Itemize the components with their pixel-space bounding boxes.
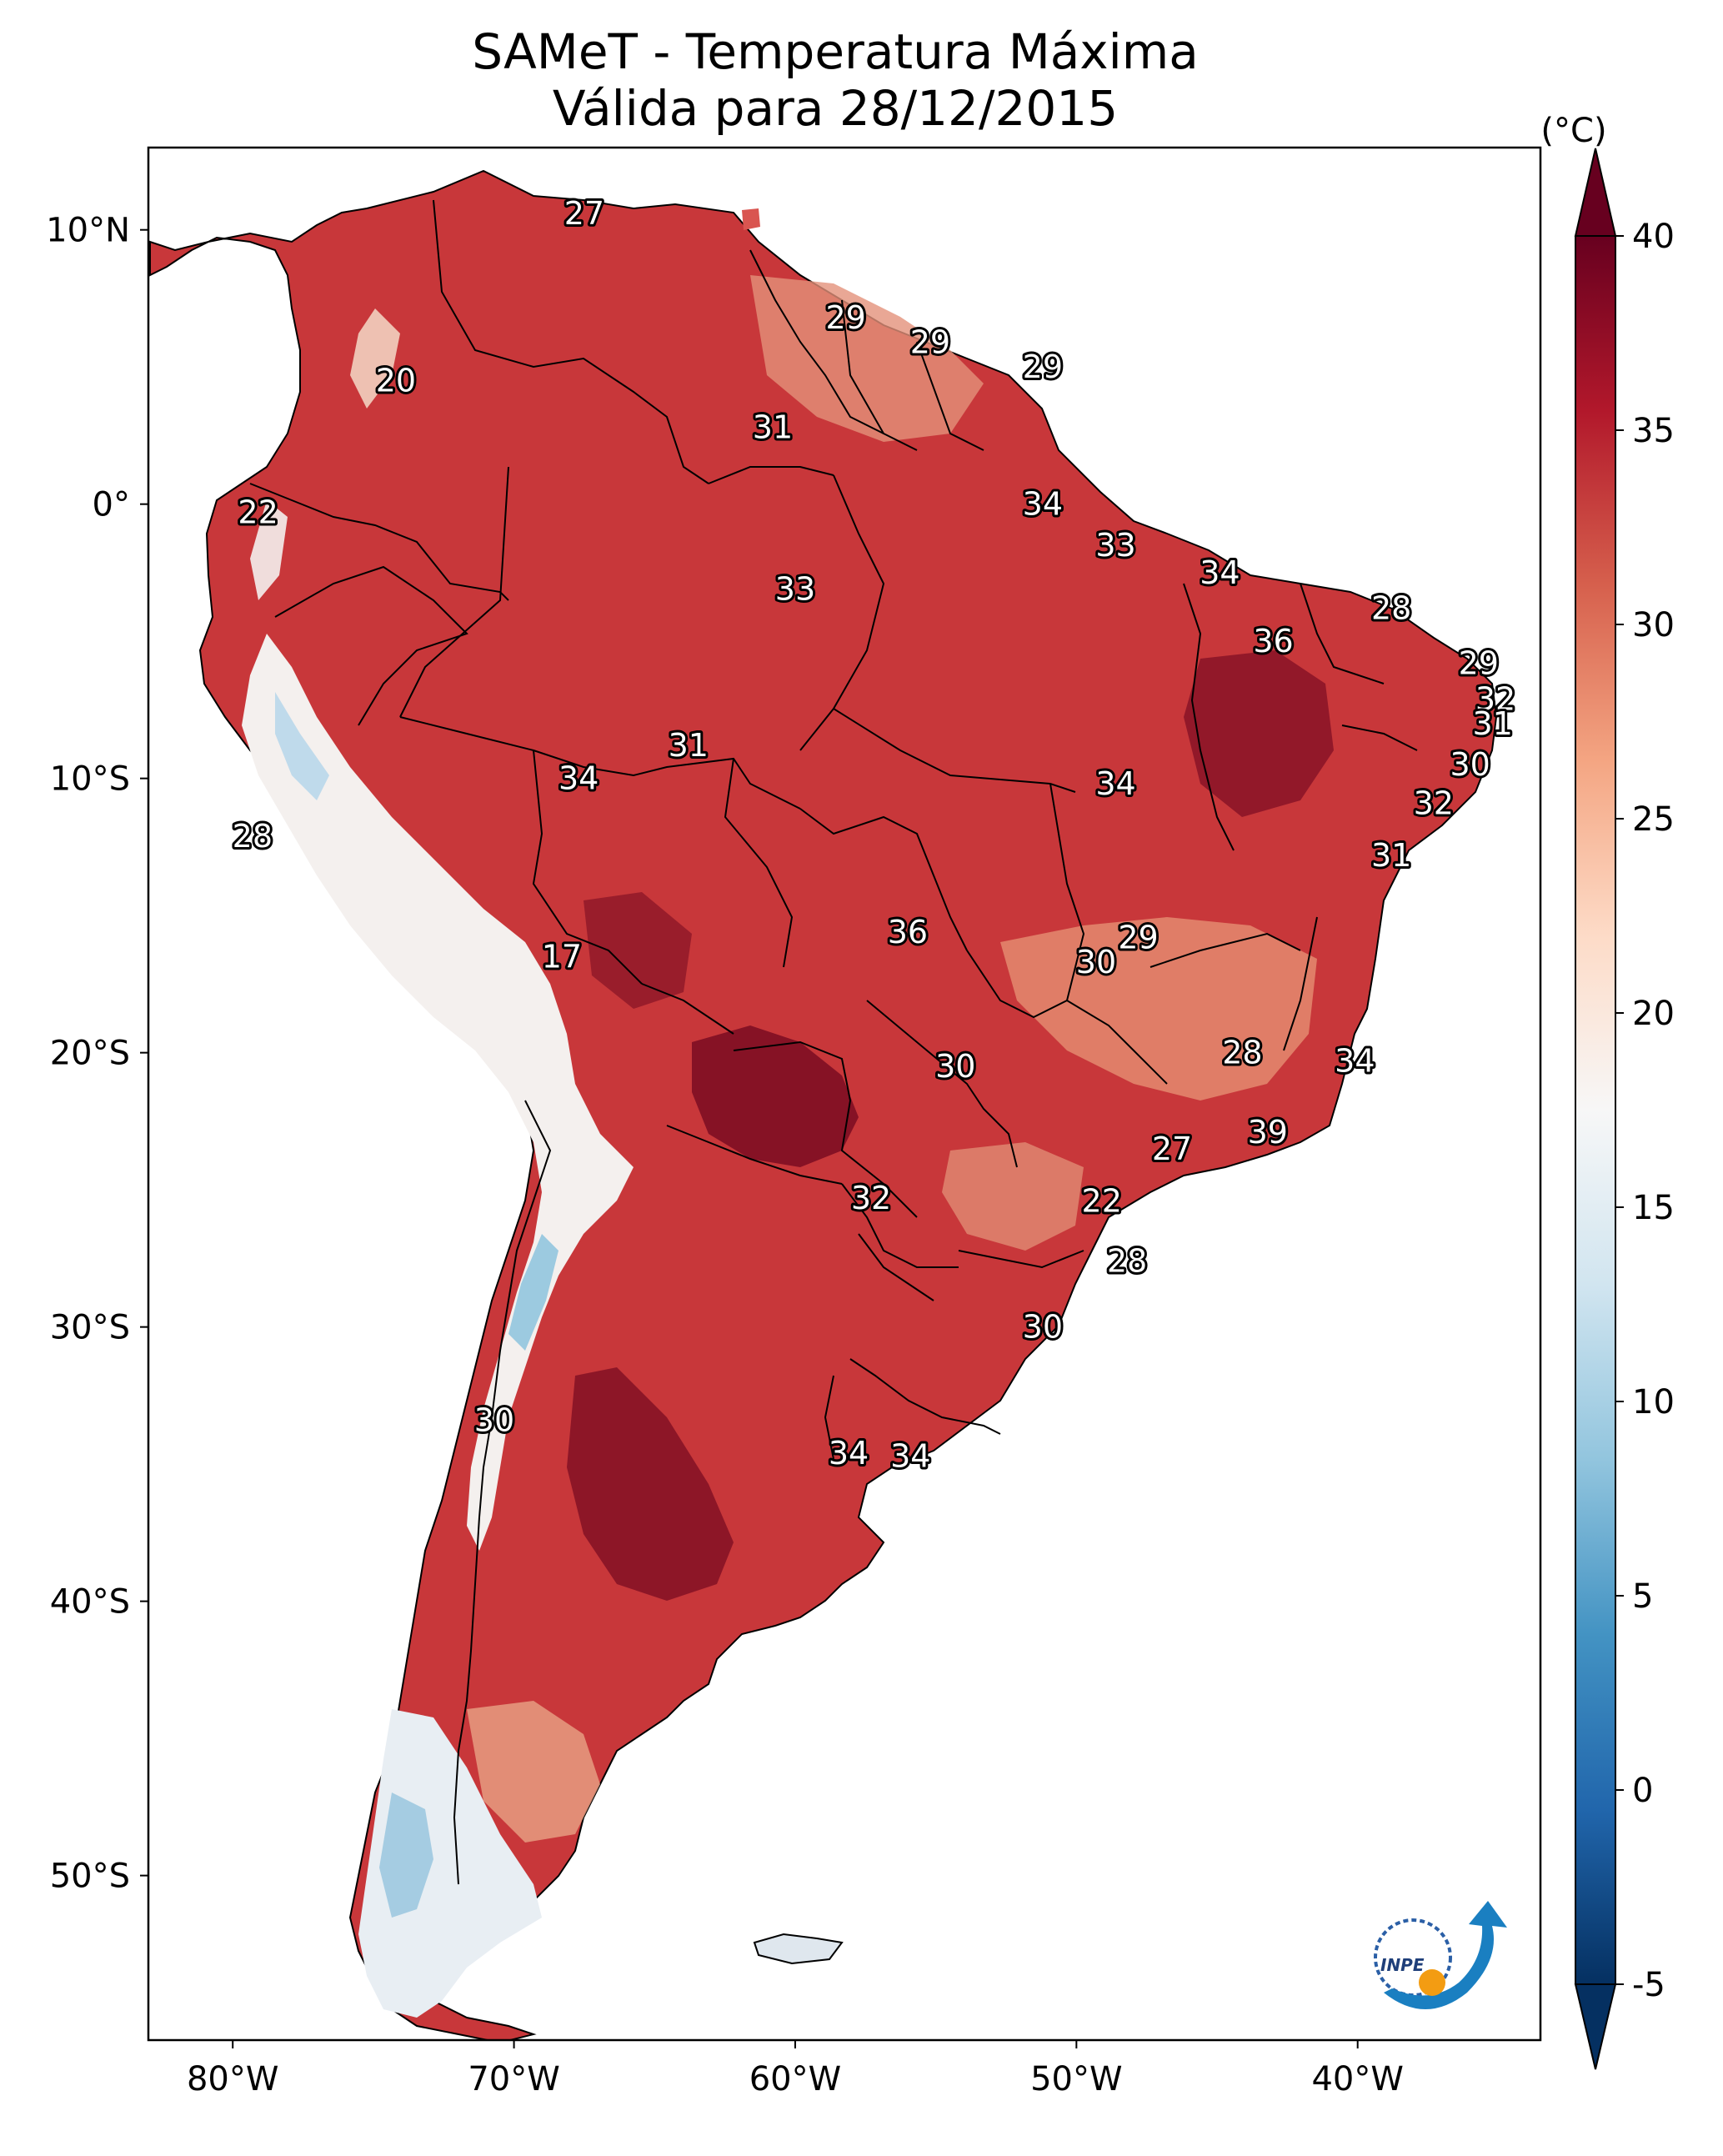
y-tick-label: 30°S (50, 1309, 130, 1347)
station-temperature-label: 22 (238, 494, 278, 531)
x-tick-label: 50°W (1030, 2060, 1122, 2098)
colorbar-tick-label: 10 (1632, 1383, 1675, 1421)
station-temperature-label: 32 (851, 1180, 891, 1216)
station-temperature-label: 22 (1082, 1182, 1122, 1219)
station-temperature-label: 31 (753, 409, 793, 446)
y-tick-label: 10°S (50, 760, 130, 799)
colorbar-tick-label: 35 (1632, 412, 1675, 450)
station-temperature-label: 31 (1472, 705, 1512, 742)
x-tick-label: 60°W (749, 2060, 841, 2098)
station-temperature-label: 34 (1200, 554, 1240, 591)
station-temperature-label: 36 (888, 914, 928, 950)
hot-core-pantanal (584, 892, 692, 1009)
colorbar-tick-layer: 40 35 30 25 20 15 10 5 0 -5 (1615, 218, 1675, 2004)
station-temperature-label: 30 (474, 1401, 514, 1438)
colorbar-tick-label: 15 (1632, 1189, 1675, 1227)
station-temperature-label: 30 (1450, 746, 1490, 783)
cool-guiana-coast (750, 275, 984, 442)
station-temperature-label: 27 (564, 195, 604, 232)
colorbar-tick-label: 30 (1632, 606, 1675, 644)
cool-south-brazil (942, 1142, 1084, 1251)
station-temperature-label: 32 (1414, 785, 1454, 821)
andes-blue-core (275, 692, 329, 800)
colorbar-tick-label: 5 (1632, 1577, 1653, 1616)
colorbar: (°C) 40 35 30 25 20 15 10 5 0 -5 (1540, 112, 1675, 2070)
hot-core-northeast (1184, 650, 1334, 817)
station-temperature-label: 29 (1459, 644, 1499, 681)
station-temperature-label: 30 (1023, 1309, 1063, 1346)
station-temperature-label: 34 (558, 760, 599, 797)
inpe-logo: INPE (1374, 1901, 1507, 2009)
station-temperature-label: 33 (775, 571, 815, 608)
x-tick-label: 80°W (187, 2060, 278, 2098)
x-tick-label: 70°W (468, 2060, 559, 2098)
colorbar-extend-max (1574, 148, 1617, 237)
station-temperature-label: 29 (1023, 348, 1063, 385)
patagonia-blue (379, 1792, 433, 1918)
station-temperature-label: 28 (1222, 1035, 1262, 1071)
y-tick-label: 10°N (46, 212, 130, 250)
colorbar-body (1575, 235, 1616, 1985)
island-trinidad (742, 208, 760, 230)
station-temperature-label: 29 (910, 324, 950, 361)
map-title-line1: SAMeT - Temperatura Máxima (472, 23, 1199, 80)
map-frame (147, 146, 1542, 2042)
station-temperature-label: 33 (1095, 527, 1135, 564)
hot-core-chaco (692, 1025, 859, 1167)
colorbar-tick-label: -5 (1632, 1966, 1665, 2004)
andes-blue-chile (508, 1234, 558, 1351)
colorbar-tick-label: 20 (1632, 995, 1675, 1033)
islands-south-atlantic (753, 1933, 844, 1965)
y-tick-label: 0° (93, 486, 130, 524)
colorbar-tick-label: 40 (1632, 218, 1675, 256)
station-temperature-label: 20 (376, 363, 416, 399)
station-temperature-label: 34 (1095, 765, 1135, 802)
station-temperature-label: 36 (1253, 623, 1293, 659)
station-temperature-label: 30 (1076, 944, 1116, 980)
hot-core-pampas (567, 1367, 734, 1601)
station-temperature-label: 34 (1335, 1043, 1375, 1080)
colombian-andes-light (350, 308, 400, 409)
station-temperature-label: 32 (1475, 680, 1515, 717)
patagonia-warm-east (467, 1701, 600, 1843)
country-borders (249, 199, 1418, 1885)
y-tick-label: 40°S (50, 1583, 130, 1622)
station-temperature-label: 29 (1118, 919, 1158, 955)
station-temperature-label: 31 (1371, 837, 1411, 874)
station-temperature-label: 34 (829, 1435, 869, 1472)
colorbar-tick-label: 0 (1632, 1772, 1653, 1810)
x-tick-label: 40°W (1311, 2060, 1403, 2098)
inpe-logo-text: INPE (1380, 1955, 1425, 1975)
ecuador-andes-light (250, 500, 288, 600)
cool-southeast-highlands (1000, 917, 1317, 1101)
station-temperature-label: 30 (935, 1048, 975, 1085)
station-temperature-label: 34 (1023, 486, 1063, 523)
map-title-line2: Válida para 28/12/2015 (553, 80, 1118, 137)
station-temperature-label: 29 (826, 299, 866, 336)
station-temperature-label: 27 (1152, 1131, 1192, 1167)
axis-tick-layer: 80°W 70°W 60°W 50°W 40°W 10°N 0° 10°S 20°S 30°S 40… (46, 212, 1404, 2098)
station-temperature-label: 28 (233, 818, 273, 855)
station-temperature-label: 34 (890, 1437, 930, 1474)
y-tick-label: 20°S (50, 1035, 130, 1073)
patagonia-cold (358, 1709, 542, 2018)
station-temperature-label: 28 (1371, 590, 1411, 627)
station-temperature-label: 39 (1248, 1114, 1288, 1151)
station-temperature-label: 31 (669, 727, 709, 764)
y-tick-label: 50°S (50, 1858, 130, 1896)
station-temperature-label: 17 (542, 939, 582, 975)
colorbar-extend-min (1574, 1983, 1617, 2070)
colorbar-tick-label: 25 (1632, 800, 1675, 839)
station-temperature-label: 28 (1107, 1243, 1147, 1280)
colorbar-unit-label: (°C) (1540, 112, 1606, 150)
